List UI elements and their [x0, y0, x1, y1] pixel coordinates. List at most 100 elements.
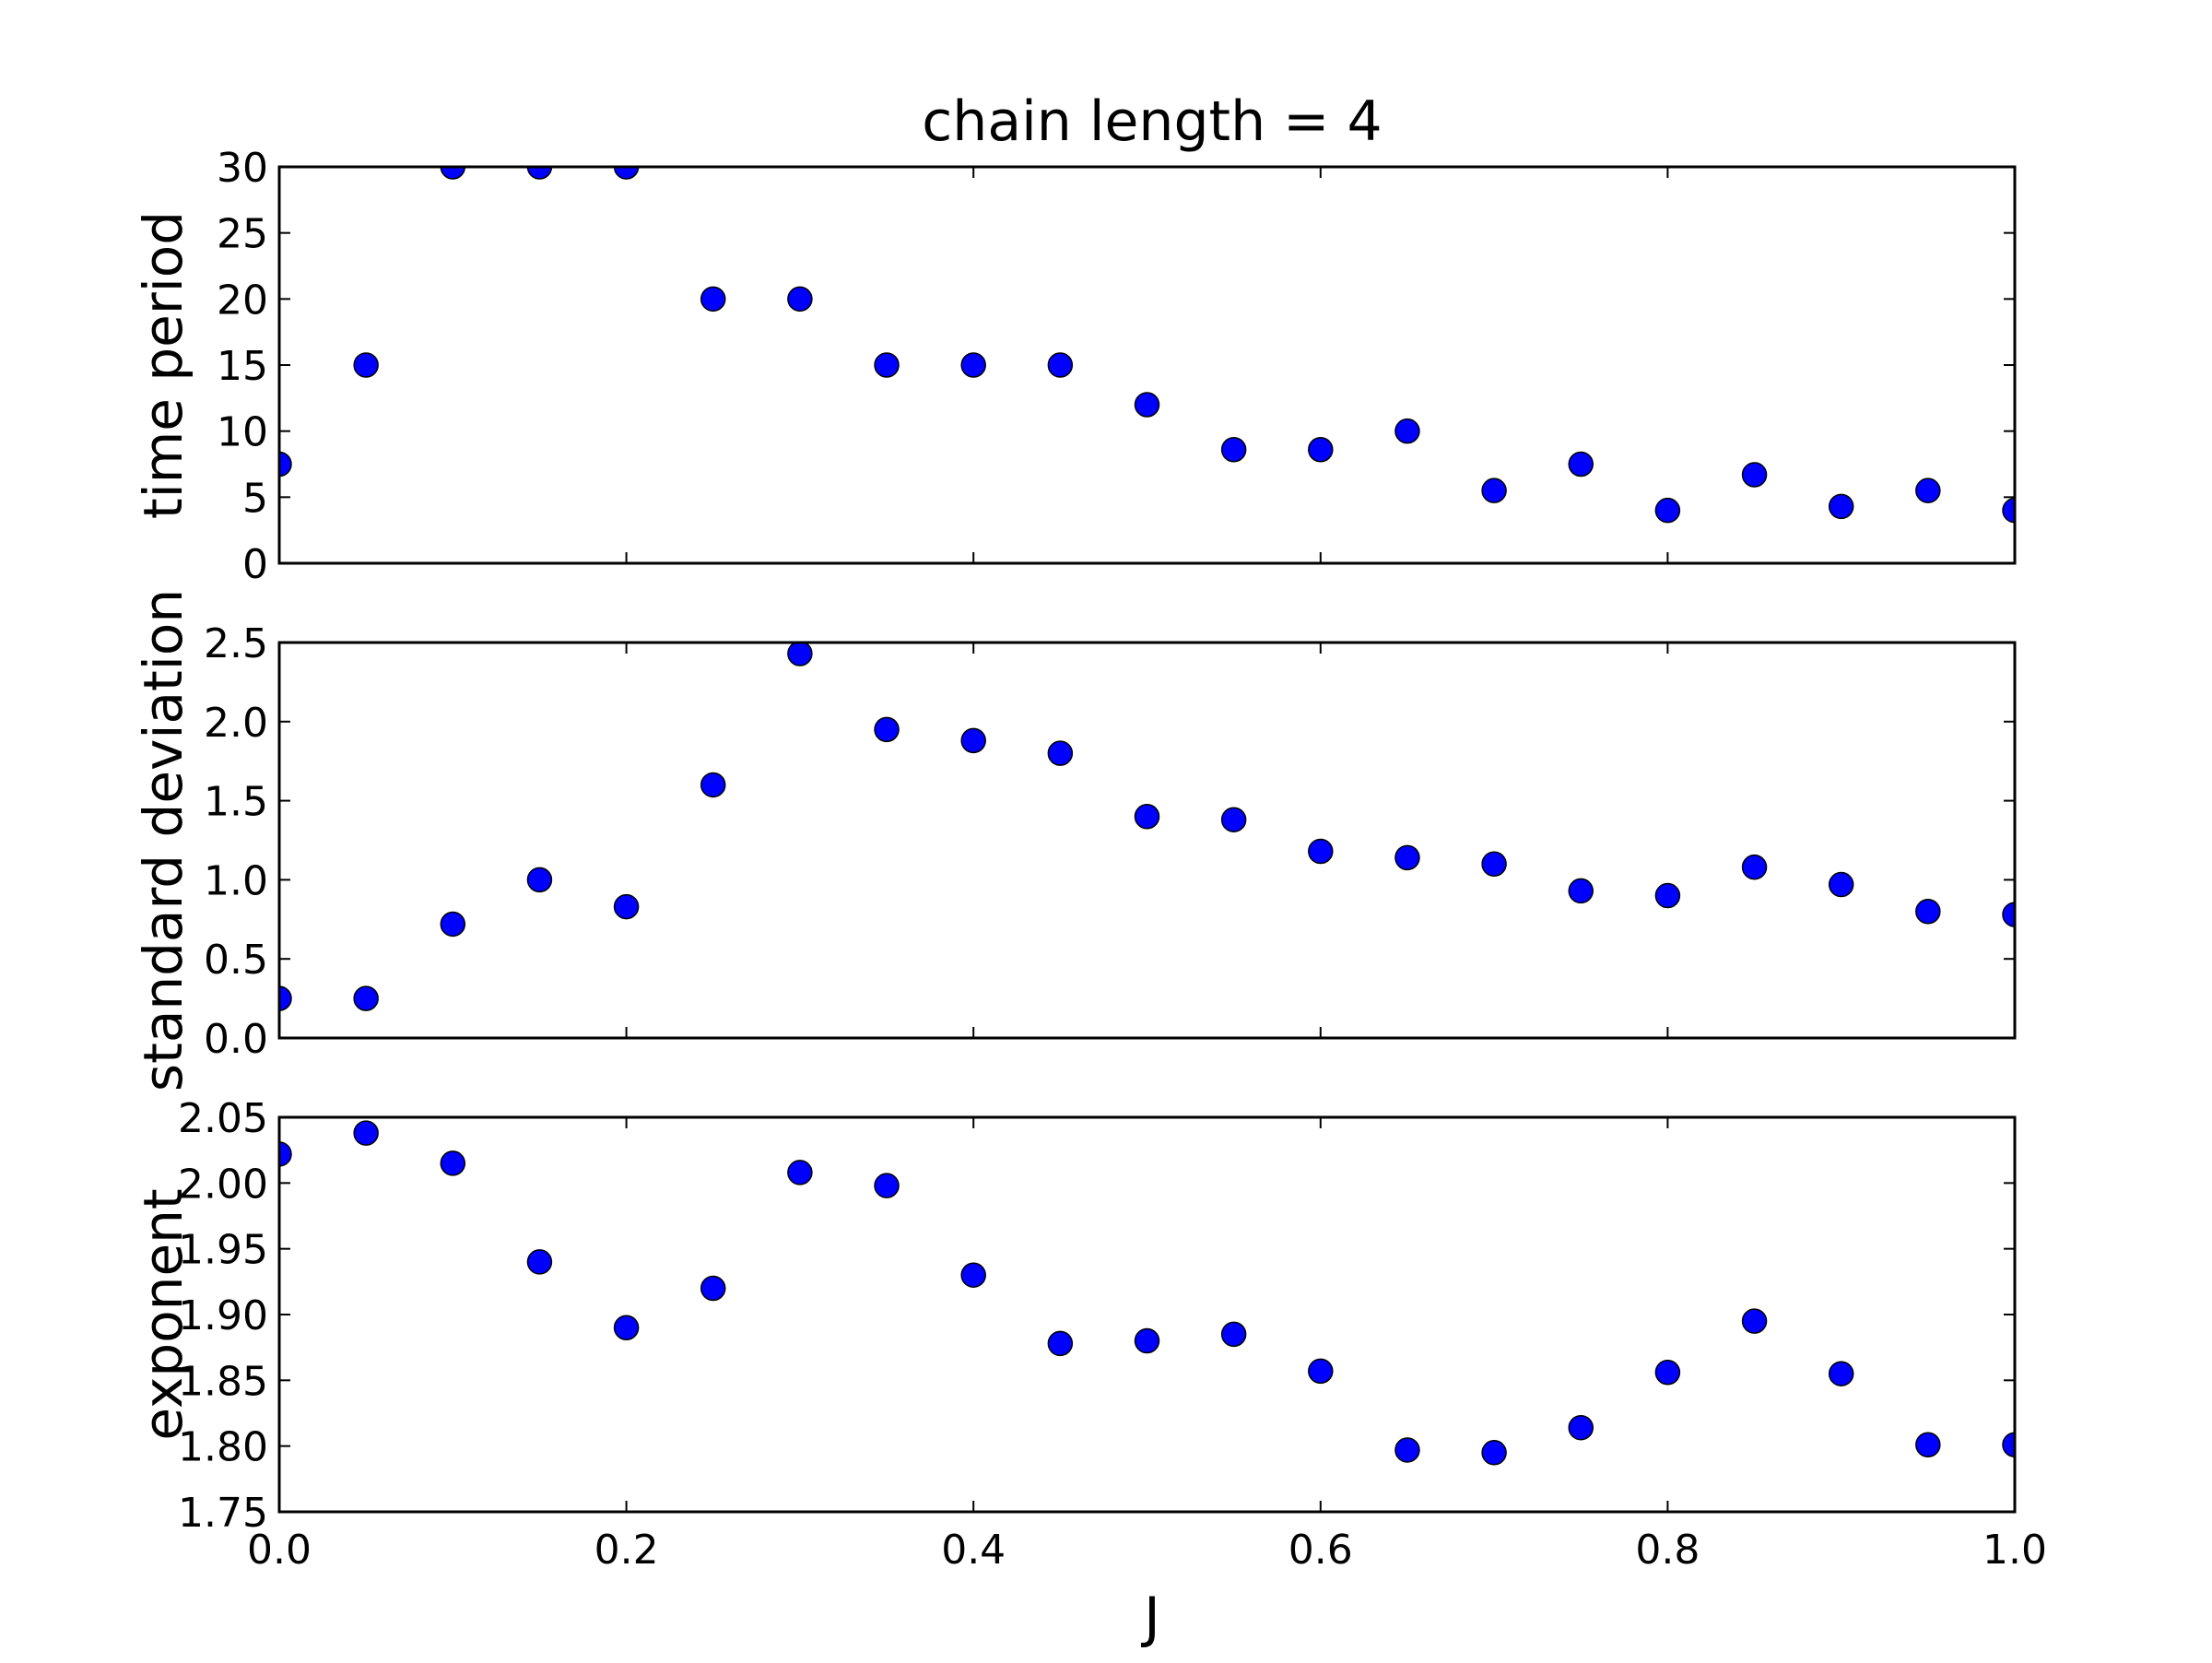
data-point: [787, 643, 813, 666]
y-tick-label: 2.0: [204, 700, 268, 747]
y-tick-label: 1.90: [178, 1292, 268, 1339]
panel-frame: [277, 1115, 2017, 1514]
y-tick-label: 0.5: [204, 937, 268, 984]
data-point: [1741, 462, 1768, 488]
y-tick-label: 1.0: [204, 857, 268, 904]
data-point: [613, 1315, 640, 1341]
y-tick-label: 30: [217, 145, 268, 192]
chart-title: chain length = 4: [922, 89, 1382, 154]
data-point: [1568, 451, 1594, 478]
y-tick-label: 1.85: [178, 1358, 268, 1405]
data-point: [1308, 838, 1334, 865]
data-point: [1308, 436, 1334, 463]
data-point: [526, 867, 553, 893]
y-tick-label: 1.80: [178, 1424, 268, 1471]
panel-3: 0.0 0.2 0.4 0.6 0.8 1.0 1.75 1.80 1.85 1.90 1.95 2.…: [132, 1095, 2047, 1574]
data-point: [1915, 898, 1941, 925]
data-point: [1741, 1308, 1768, 1334]
data-point: [1134, 392, 1160, 418]
data-point: [613, 893, 640, 920]
data-point: [1134, 1327, 1160, 1354]
panel-frame: [277, 641, 2017, 1040]
series-markers: [279, 167, 2015, 524]
data-point: [1481, 478, 1507, 503]
y-axis-label: time period: [132, 211, 194, 519]
data-point: [1828, 871, 1854, 898]
data-point: [279, 451, 292, 478]
data-point: [1047, 1330, 1074, 1357]
data-point: [440, 167, 466, 180]
data-point: [1568, 1414, 1594, 1441]
data-point: [1915, 478, 1941, 503]
data-point: [1394, 418, 1420, 444]
y-tick-label: 25: [217, 211, 268, 258]
data-point: [2002, 902, 2015, 927]
data-point: [2002, 1432, 2015, 1457]
data-point: [1915, 1432, 1941, 1457]
data-point: [279, 1141, 292, 1167]
data-point: [440, 911, 466, 938]
data-point: [440, 1150, 466, 1176]
data-point: [613, 167, 640, 180]
data-point: [353, 985, 379, 1011]
data-point: [1654, 497, 1681, 524]
data-point: [960, 727, 986, 754]
data-point: [787, 1160, 813, 1185]
y-tick-label: 1.75: [178, 1490, 268, 1537]
y-axis-label: exponent: [132, 1188, 194, 1440]
data-point: [1481, 1440, 1507, 1466]
x-tick-label: 0.2: [594, 1527, 659, 1574]
x-tick-label: 0.0: [247, 1527, 312, 1574]
y-tick-label: 5: [242, 475, 268, 522]
data-point: [700, 772, 726, 798]
data-point: [700, 286, 726, 313]
y-tick-label: 1.5: [204, 779, 268, 826]
y-axis-label: standard deviation: [132, 589, 194, 1091]
y-tick-label: 2.00: [178, 1161, 268, 1208]
data-point: [1220, 436, 1247, 463]
data-point: [1134, 804, 1160, 830]
data-point: [700, 1275, 726, 1302]
data-point: [1220, 807, 1247, 832]
data-point: [1394, 1437, 1420, 1463]
data-point: [1654, 1360, 1681, 1386]
series-markers: [279, 1120, 2015, 1466]
data-point: [787, 286, 813, 313]
y-tick-label: 1.95: [178, 1227, 268, 1274]
data-point: [1308, 1358, 1334, 1385]
x-tick-label: 0.8: [1635, 1527, 1700, 1574]
y-tick-label: 0.0: [204, 1016, 268, 1063]
y-tick-label: 15: [217, 343, 268, 390]
y-tick-label: 2.5: [204, 620, 268, 667]
series-markers: [279, 643, 2015, 1011]
data-point: [1220, 1321, 1247, 1348]
panels-layer: 0 5 10 15 20 25 30 time period 0.0 0.5 1.0 1.5 2.0 2.…: [132, 145, 2047, 1574]
data-point: [526, 1249, 553, 1275]
data-point: [279, 985, 292, 1011]
data-point: [353, 352, 379, 378]
data-point: [1654, 882, 1681, 909]
data-point: [353, 1120, 379, 1146]
data-point: [1481, 851, 1507, 877]
x-axis-label: J: [1140, 1586, 1160, 1650]
y-tick-label: 0: [242, 541, 268, 588]
panel-frame: [277, 165, 2017, 565]
x-tick-label: 0.4: [941, 1527, 1006, 1574]
y-tick-label: 2.05: [178, 1095, 268, 1142]
x-tick-label: 0.6: [1288, 1527, 1353, 1574]
y-tick-label: 10: [217, 409, 268, 456]
y-tick-label: 20: [217, 277, 268, 324]
data-point: [874, 716, 900, 743]
data-point: [2002, 497, 2015, 524]
data-point: [960, 1262, 986, 1288]
data-point: [1047, 740, 1074, 766]
data-point: [1568, 878, 1594, 904]
panel-1: 0 5 10 15 20 25 30 time period: [132, 145, 2017, 588]
data-point: [1828, 493, 1854, 520]
x-tick-label: 1.0: [1983, 1527, 2047, 1574]
data-point: [874, 1173, 900, 1198]
